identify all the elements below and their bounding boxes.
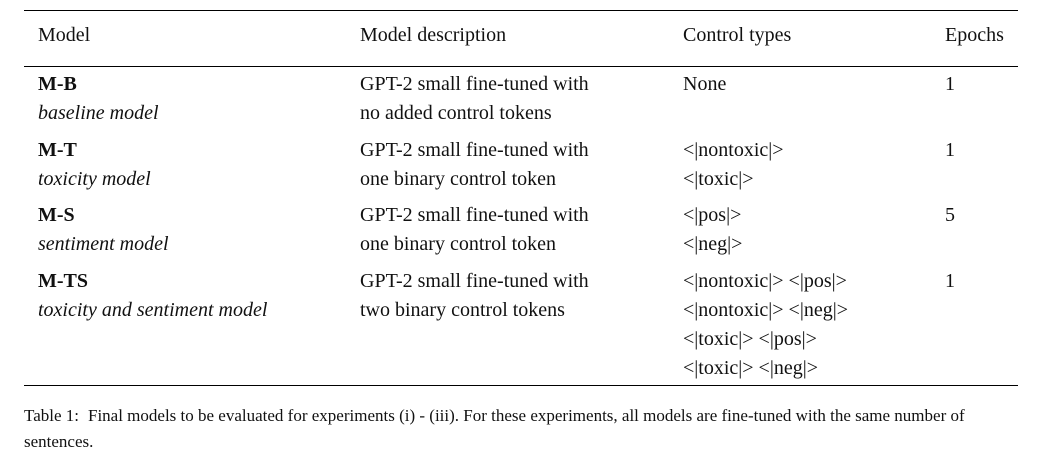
table-header-rule <box>24 66 1018 67</box>
row-model-cell: M-T toxicity model <box>38 136 151 194</box>
model-code: M-S <box>38 204 75 226</box>
description-line: two binary control tokens <box>360 299 565 321</box>
caption-text: Final models to be evaluated for experim… <box>24 406 965 451</box>
model-code: M-B <box>38 73 77 95</box>
description-line: one binary control token <box>360 233 557 255</box>
table-top-rule <box>24 10 1018 11</box>
model-name: baseline model <box>38 102 159 124</box>
row-model-cell: M-TS toxicity and sentiment model <box>38 267 267 325</box>
row-epochs: 1 <box>945 270 955 292</box>
model-name: toxicity and sentiment model <box>38 299 268 321</box>
row-model-cell: M-B baseline model <box>38 70 159 128</box>
row-description-cell: GPT-2 small fine-tuned with one binary c… <box>360 136 589 194</box>
row-controls-cell: <|nontoxic|> <|pos|> <|nontoxic|> <|neg|… <box>683 267 848 383</box>
description-line: GPT-2 small fine-tuned with <box>360 270 589 292</box>
control-token-line: <|neg|> <box>683 233 743 255</box>
control-token-line: <|nontoxic|> <box>683 139 784 161</box>
row-controls-cell: <|pos|> <|neg|> <box>683 201 742 259</box>
table-bottom-rule <box>24 385 1018 386</box>
model-code: M-TS <box>38 270 88 292</box>
model-code: M-T <box>38 139 77 161</box>
control-token-line: <|toxic|> <|pos|> <box>683 328 817 350</box>
control-token-line: <|toxic|> <|neg|> <box>683 357 818 379</box>
description-line: GPT-2 small fine-tuned with <box>360 204 589 226</box>
control-token-line: <|toxic|> <box>683 168 754 190</box>
table-caption: Table 1: Final models to be evaluated for… <box>24 403 1024 455</box>
row-controls-cell: None <box>683 70 726 99</box>
description-line: GPT-2 small fine-tuned with <box>360 73 589 95</box>
row-description-cell: GPT-2 small fine-tuned with two binary c… <box>360 267 589 325</box>
description-line: GPT-2 small fine-tuned with <box>360 139 589 161</box>
model-name: toxicity model <box>38 168 151 190</box>
description-line: one binary control token <box>360 168 557 190</box>
model-name: sentiment model <box>38 233 169 255</box>
header-epochs: Epochs <box>945 24 1004 46</box>
row-model-cell: M-S sentiment model <box>38 201 169 259</box>
description-line: no added control tokens <box>360 102 552 124</box>
control-token-line: <|nontoxic|> <|pos|> <box>683 270 847 292</box>
control-token-line: <|nontoxic|> <|neg|> <box>683 299 848 321</box>
header-model-description: Model description <box>360 24 507 46</box>
header-model: Model <box>38 24 91 46</box>
control-token-line: <|pos|> <box>683 204 742 226</box>
row-description-cell: GPT-2 small fine-tuned with no added con… <box>360 70 589 128</box>
control-token-line: None <box>683 73 727 95</box>
row-description-cell: GPT-2 small fine-tuned with one binary c… <box>360 201 589 259</box>
row-epochs: 5 <box>945 204 955 226</box>
header-control-types: Control types <box>683 24 792 46</box>
row-controls-cell: <|nontoxic|> <|toxic|> <box>683 136 784 194</box>
caption-label: Table 1: <box>24 406 79 425</box>
row-epochs: 1 <box>945 139 955 161</box>
row-epochs: 1 <box>945 73 955 95</box>
